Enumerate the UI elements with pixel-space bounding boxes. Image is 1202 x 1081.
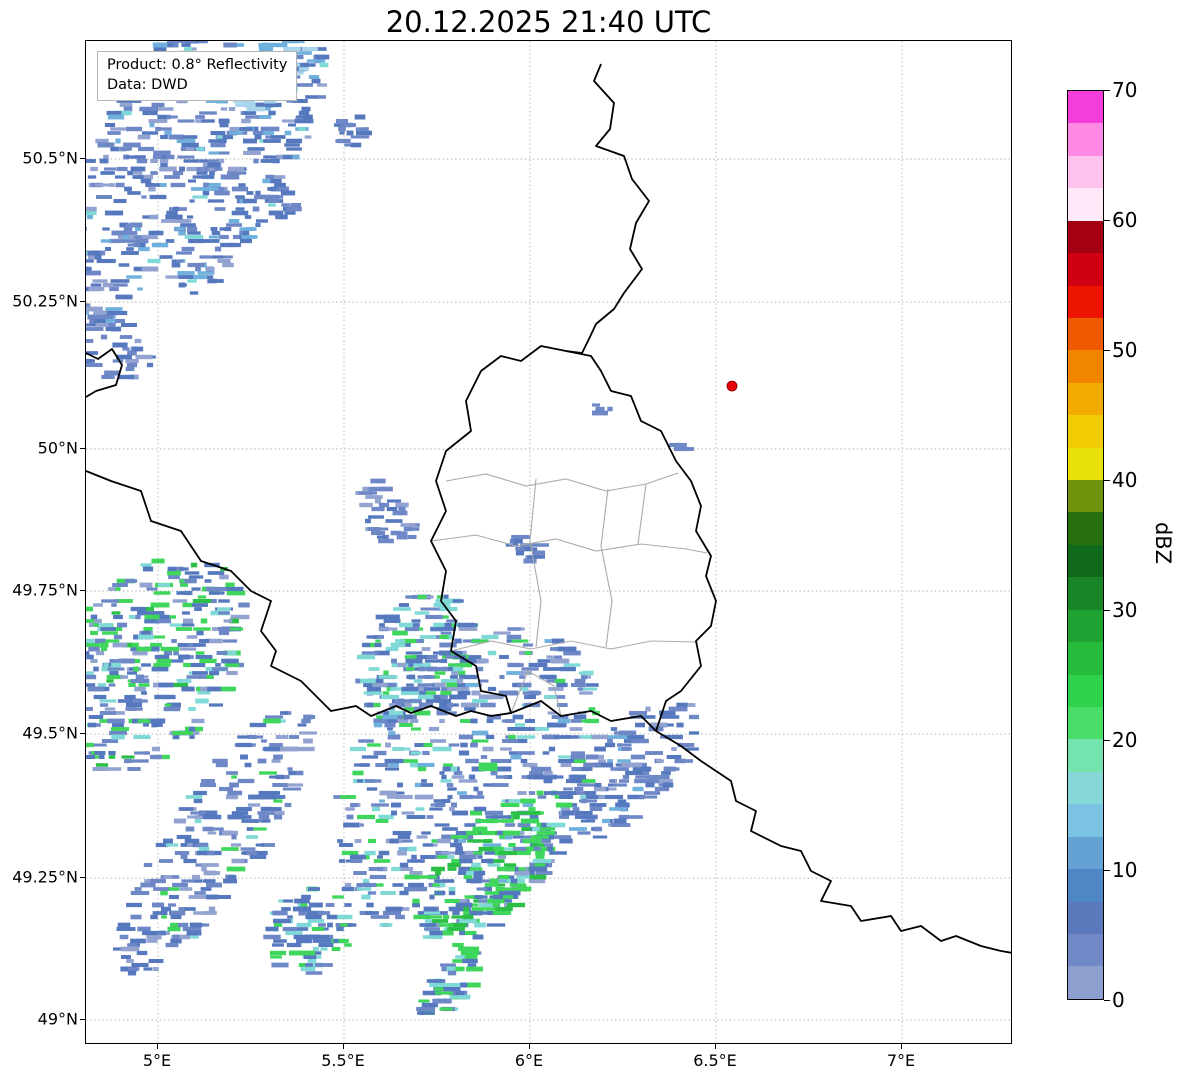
radar-station-marker (726, 380, 738, 392)
colorbar-tick-mark (1104, 220, 1110, 222)
colorbar-tick-label: 40 (1112, 468, 1138, 492)
colorbar-segment (1068, 123, 1103, 156)
colorbar-segment (1068, 869, 1103, 902)
colorbar-segment (1068, 771, 1103, 805)
colorbar-segment (1068, 933, 1103, 967)
colorbar-segment (1068, 609, 1103, 643)
product-legend: Product: 0.8° Reflectivity Data: DWD (97, 51, 298, 101)
colorbar-segment (1068, 512, 1103, 545)
colorbar-segment (1068, 447, 1103, 481)
colorbar-tick-label: 10 (1112, 858, 1138, 882)
colorbar-segment (1068, 220, 1103, 254)
colorbar-segment (1068, 577, 1103, 610)
colorbar-segment (1068, 707, 1103, 740)
colorbar-segment (1068, 739, 1103, 772)
x-tick-mark (343, 1044, 345, 1049)
colorbar-tick-mark (1104, 870, 1110, 872)
colorbar-segment (1068, 836, 1103, 870)
colorbar-segment (1068, 544, 1103, 578)
y-tick-label: 49.25°N (12, 867, 78, 887)
y-tick-mark (80, 733, 85, 735)
y-tick-label: 50°N (37, 438, 78, 458)
colorbar-segment (1068, 285, 1103, 318)
x-tick-mark (901, 1044, 903, 1049)
legend-data-line: Data: DWD (107, 77, 188, 93)
y-tick-mark (80, 1019, 85, 1021)
colorbar-segment (1068, 382, 1103, 416)
colorbar-segment (1068, 901, 1103, 934)
colorbar-segment (1068, 253, 1103, 286)
colorbar-segment (1068, 317, 1103, 351)
colorbar-segment (1068, 415, 1103, 448)
colorbar-segment (1068, 350, 1103, 383)
colorbar-tick-mark (1104, 90, 1110, 92)
x-tick-mark (529, 1044, 531, 1049)
map-plot-area: Product: 0.8° Reflectivity Data: DWD (85, 40, 1012, 1044)
x-tick-label: 6°E (514, 1051, 544, 1070)
colorbar-segment (1068, 480, 1103, 513)
x-tick-label: 7°E (886, 1051, 916, 1070)
colorbar-tick-label: 60 (1112, 208, 1138, 232)
y-tick-label: 49.75°N (12, 580, 78, 600)
colorbar-tick-mark (1104, 610, 1110, 612)
y-tick-mark (80, 448, 85, 450)
colorbar-tick-mark (1104, 740, 1110, 742)
x-tick-label: 6.5°E (693, 1051, 737, 1070)
y-tick-mark (80, 877, 85, 879)
y-tick-mark (80, 301, 85, 303)
colorbar-segment (1068, 642, 1103, 675)
colorbar-tick-mark (1104, 480, 1110, 482)
colorbar-tick-label: 30 (1112, 598, 1138, 622)
colorbar-segment (1068, 91, 1103, 124)
colorbar-tick-label: 70 (1112, 78, 1138, 102)
figure-title: 20.12.2025 21:40 UTC (385, 5, 712, 39)
y-tick-mark (80, 158, 85, 160)
internal-borders (430, 472, 708, 717)
colorbar-segment (1068, 155, 1103, 189)
colorbar (1067, 90, 1104, 1000)
legend-product-line: Product: 0.8° Reflectivity (107, 57, 288, 73)
colorbar-segment (1068, 188, 1103, 221)
y-tick-label: 49°N (37, 1009, 78, 1029)
y-tick-label: 50.25°N (12, 291, 78, 311)
colorbar-segment (1068, 804, 1103, 837)
precip-cells (86, 41, 700, 1016)
x-tick-mark (157, 1044, 159, 1049)
country-borders (86, 63, 1011, 954)
colorbar-tick-label: 20 (1112, 728, 1138, 752)
colorbar-segment (1068, 966, 1103, 999)
y-tick-label: 49.5°N (22, 723, 78, 743)
colorbar-unit-label: dBZ (1151, 521, 1176, 565)
x-tick-label: 5.5°E (321, 1051, 365, 1070)
x-tick-label: 5°E (142, 1051, 172, 1070)
colorbar-segment (1068, 674, 1103, 708)
radar-map-canvas (86, 41, 1011, 1043)
colorbar-tick-label: 50 (1112, 338, 1138, 362)
colorbar-tick-mark (1104, 350, 1110, 352)
colorbar-tick-mark (1104, 1000, 1110, 1002)
x-tick-mark (715, 1044, 717, 1049)
y-tick-mark (80, 590, 85, 592)
y-tick-label: 50.5°N (22, 148, 78, 168)
colorbar-tick-label: 0 (1112, 988, 1125, 1012)
